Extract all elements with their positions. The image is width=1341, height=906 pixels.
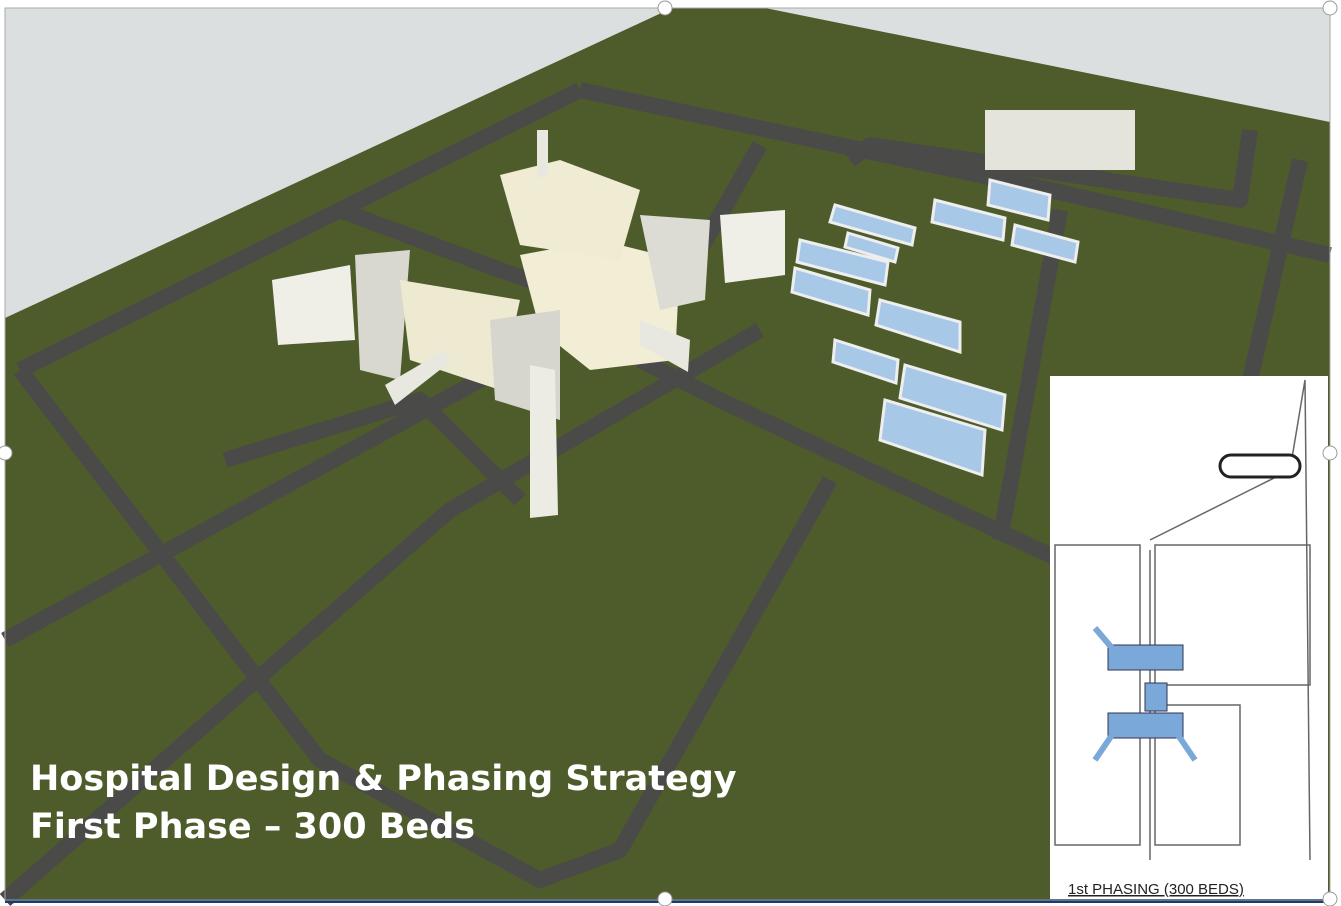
blue-roof-buildings: [790, 178, 1080, 478]
inset-caption: 1st PHASING (300 BEDS): [1068, 881, 1244, 898]
overlay-subtitle: First Phase – 300 Beds: [30, 807, 475, 847]
hospital-buildings: [272, 130, 785, 518]
overlay-title: Hospital Design & Phasing Strategy: [30, 759, 737, 799]
residential-towers: [985, 110, 1135, 170]
inset-plan: 1st PHASING (300 BEDS): [1050, 376, 1328, 902]
